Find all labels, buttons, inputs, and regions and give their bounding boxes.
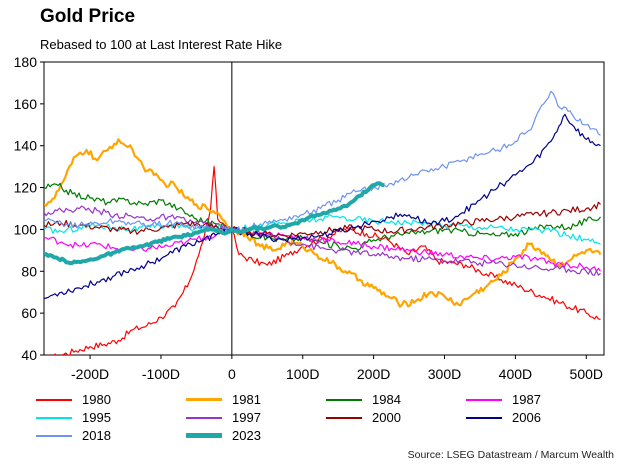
- chart-title: Gold Price: [40, 6, 136, 27]
- legend-label-1997: 1997: [232, 410, 261, 425]
- legend-item-1997: 1997: [186, 410, 261, 425]
- legend-item-1980: 1980: [36, 392, 111, 407]
- y-tick-label-40: 40: [21, 347, 37, 363]
- x-tick-label-3: 100D: [286, 366, 319, 382]
- series-line-1995: [44, 214, 601, 245]
- legend-swatch-2023: [186, 433, 222, 438]
- legend-item-1995: 1995: [36, 410, 111, 425]
- line-chart: 40 60 80 100 120 140 160 180 -200D -100D 0 100D 200D…: [14, 54, 605, 382]
- series-line-1984: [44, 182, 601, 251]
- series-line-1981: [44, 138, 602, 308]
- legend-swatch-1997: [186, 416, 222, 419]
- legend-label-2006: 2006: [512, 410, 541, 425]
- x-tick-label-1: -100D: [142, 366, 180, 382]
- chart-subtitle: Rebased to 100 at Last Interest Rate Hik…: [40, 37, 283, 52]
- legend-label-2018: 2018: [82, 428, 111, 443]
- legend-swatch-1981: [186, 398, 222, 401]
- y-tick-label-100: 100: [14, 221, 38, 237]
- legend-swatch-1987: [466, 398, 502, 401]
- legend-label-1981: 1981: [232, 392, 261, 407]
- plot-frame: [43, 61, 605, 356]
- legend-swatch-1995: [36, 416, 72, 419]
- y-tick-label-60: 60: [21, 305, 37, 321]
- series-line-1997: [44, 205, 601, 276]
- legend-label-1987: 1987: [512, 392, 541, 407]
- legend-label-2023: 2023: [232, 428, 261, 443]
- legend-label-1995: 1995: [82, 410, 111, 425]
- x-tick-label-6: 400D: [499, 366, 532, 382]
- y-tick-label-160: 160: [14, 96, 38, 112]
- x-tick-label-0: -200D: [71, 366, 109, 382]
- legend-item-2018: 2018: [36, 428, 111, 443]
- legend-label-2000: 2000: [372, 410, 401, 425]
- legend-swatch-1984: [326, 398, 362, 401]
- series-line-2000: [44, 201, 601, 239]
- legend-item-2006: 2006: [466, 410, 541, 425]
- legend-item-1984: 1984: [326, 392, 401, 407]
- y-tick-label-80: 80: [21, 263, 37, 279]
- legend-label-1984: 1984: [372, 392, 401, 407]
- legend-swatch-2018: [36, 434, 72, 437]
- series-line-2006: [44, 113, 601, 300]
- series-line-2023: [44, 181, 386, 266]
- y-tick-label-180: 180: [14, 54, 38, 70]
- legend-item-2000: 2000: [326, 410, 401, 425]
- series-line-1980: [47, 166, 601, 355]
- x-tick-label-7: 500D: [570, 366, 603, 382]
- series-line-2018: [44, 90, 601, 233]
- legend-item-1981: 1981: [186, 392, 261, 407]
- chart-legend: 1980 1981 1984 1987 1995 1997 2000 2006 2018 2023: [36, 392, 624, 443]
- y-tick-label-120: 120: [14, 180, 38, 196]
- x-tick-label-2: 0: [228, 366, 236, 382]
- legend-swatch-2000: [326, 416, 362, 419]
- legend-swatch-1980: [36, 398, 72, 401]
- legend-item-2023: 2023: [186, 428, 261, 443]
- x-tick-label-4: 200D: [357, 366, 390, 382]
- legend-label-1980: 1980: [82, 392, 111, 407]
- y-tick-label-140: 140: [14, 138, 38, 154]
- source-note: Source: LSEG Datastream / Marcum Wealth: [407, 449, 614, 461]
- x-tick-label-5: 300D: [428, 366, 461, 382]
- legend-swatch-2006: [466, 416, 502, 419]
- legend-item-1987: 1987: [466, 392, 541, 407]
